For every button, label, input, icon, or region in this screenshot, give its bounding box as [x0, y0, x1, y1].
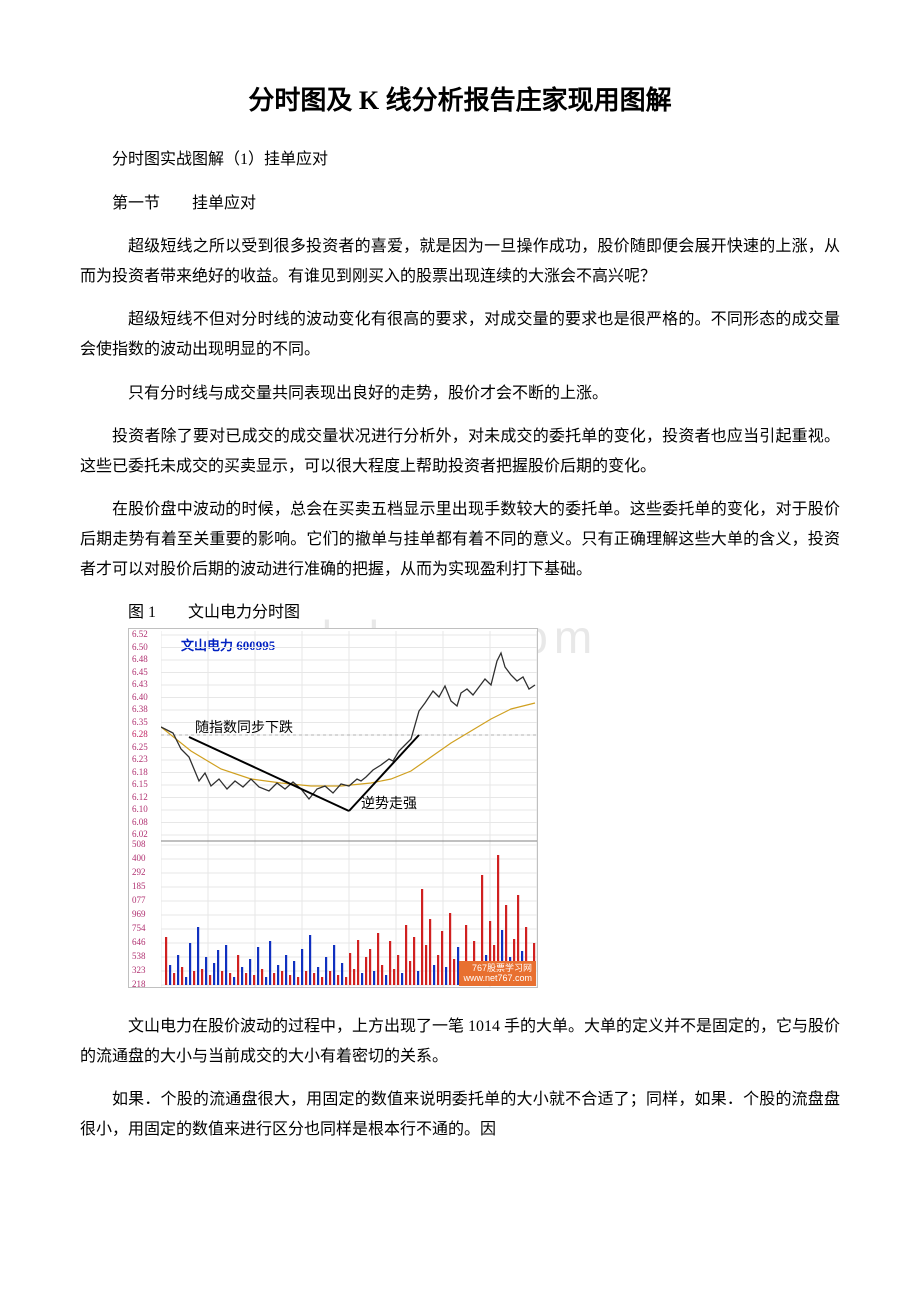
page-title: 分时图及 K 线分析报告庄家现用图解 [80, 80, 840, 117]
chart-plot-area [161, 631, 535, 985]
annotation-downtrend: 随指数同步下跌 [195, 717, 293, 737]
branding-line2: www.net767.com [463, 973, 532, 984]
chart-box: 6.526.506.486.456.436.406.386.356.286.25… [128, 628, 538, 988]
intraday-chart: 6.526.506.486.456.436.406.386.356.286.25… [128, 628, 840, 988]
paragraph-5: 在股价盘中波动的时候，总会在买卖五档显示里出现手数较大的委托单。这些委托单的变化… [80, 495, 840, 584]
paragraph-7: 如果．个股的流通盘很大，用固定的数值来说明委托单的大小就不合适了；同样，如果．个… [80, 1085, 840, 1144]
figure-caption: 图 1 文山电力分时图 [80, 598, 840, 622]
paragraph-4: 投资者除了要对已成交的成交量状况进行分析外，对未成交的委托单的变化，投资者也应当… [80, 422, 840, 481]
paragraph-2: 超级短线不但对分时线的波动变化有很高的要求，对成交量的要求也是很严格的。不同形态… [80, 305, 840, 364]
chart-branding: 767股票学习网 www.net767.com [459, 961, 536, 987]
branding-line1: 767股票学习网 [463, 963, 532, 974]
subtitle-1: 分时图实战图解（1）挂单应对 [80, 145, 840, 175]
section-heading: 第一节 挂单应对 [80, 189, 840, 219]
paragraph-1: 超级短线之所以受到很多投资者的喜爱，就是因为一旦操作成功，股价随即便会展开快速的… [80, 232, 840, 291]
document-content: 分时图及 K 线分析报告庄家现用图解 分时图实战图解（1）挂单应对 第一节 挂单… [80, 80, 840, 1145]
annotation-uptrend: 逆势走强 [361, 793, 417, 813]
y-axis-labels: 6.526.506.486.456.436.406.386.356.286.25… [130, 629, 160, 987]
paragraph-6: 文山电力在股价波动的过程中，上方出现了一笔 1014 手的大单。大单的定义并不是… [80, 1012, 840, 1071]
paragraph-3: 只有分时线与成交量共同表现出良好的走势，股价才会不断的上涨。 [80, 379, 840, 409]
